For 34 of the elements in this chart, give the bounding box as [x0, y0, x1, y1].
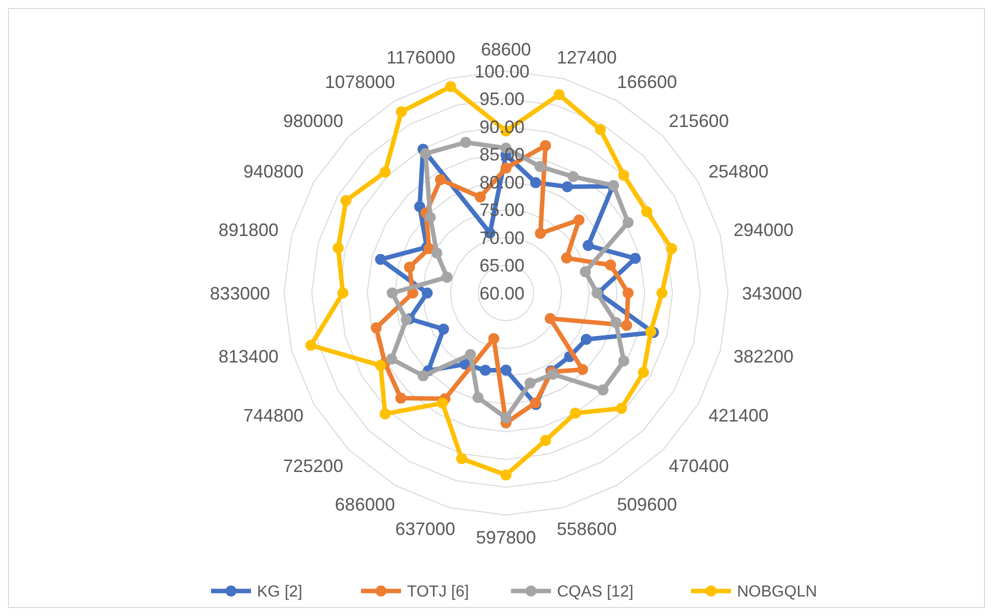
- spoke-label: 813400: [218, 346, 279, 366]
- spoke-label: 509600: [617, 494, 678, 515]
- spoke-label: 127400: [556, 48, 617, 68]
- legend-label: NOBGQLN: [737, 584, 818, 601]
- spoke-label: 1078000: [324, 72, 395, 92]
- spoke-label: 744800: [243, 405, 304, 426]
- y-tick-label: 60.00: [479, 283, 525, 304]
- spoke-label: 891800: [218, 220, 279, 240]
- y-tick-label: 85.00: [479, 144, 525, 165]
- spoke-label: 166600: [617, 72, 678, 92]
- spoke-label: 833000: [210, 283, 270, 304]
- spoke-label: 558600: [556, 518, 617, 539]
- y-tick-label: 95.00: [479, 89, 525, 110]
- spoke-label: 343000: [742, 283, 802, 304]
- y-tick-label: 65.00: [479, 256, 525, 276]
- spoke-label: 294000: [733, 220, 794, 240]
- spoke-label: 68600: [480, 39, 532, 60]
- y-tick-label: 70.00: [479, 228, 525, 248]
- y-tick-label: 100.00: [474, 61, 530, 82]
- legend-label: TOTJ [6]: [407, 584, 469, 601]
- spoke-label: 686000: [334, 494, 395, 515]
- spoke-label: 1176000: [386, 48, 456, 68]
- legend-label: KG [2]: [257, 584, 302, 601]
- spoke-label: 254800: [708, 161, 769, 182]
- spoke-label: 382200: [733, 346, 794, 366]
- spoke-label: 470400: [668, 456, 729, 476]
- spoke-label: 421400: [708, 405, 769, 426]
- spoke-label: 597800: [476, 527, 536, 548]
- spoke-label: 215600: [668, 110, 729, 131]
- spoke-label: 940800: [243, 161, 304, 182]
- spoke-label: 980000: [283, 110, 344, 131]
- spoke-label: 725200: [283, 456, 344, 476]
- spoke-label: 637000: [395, 518, 456, 539]
- legend-label: CQAS [12]: [557, 584, 634, 601]
